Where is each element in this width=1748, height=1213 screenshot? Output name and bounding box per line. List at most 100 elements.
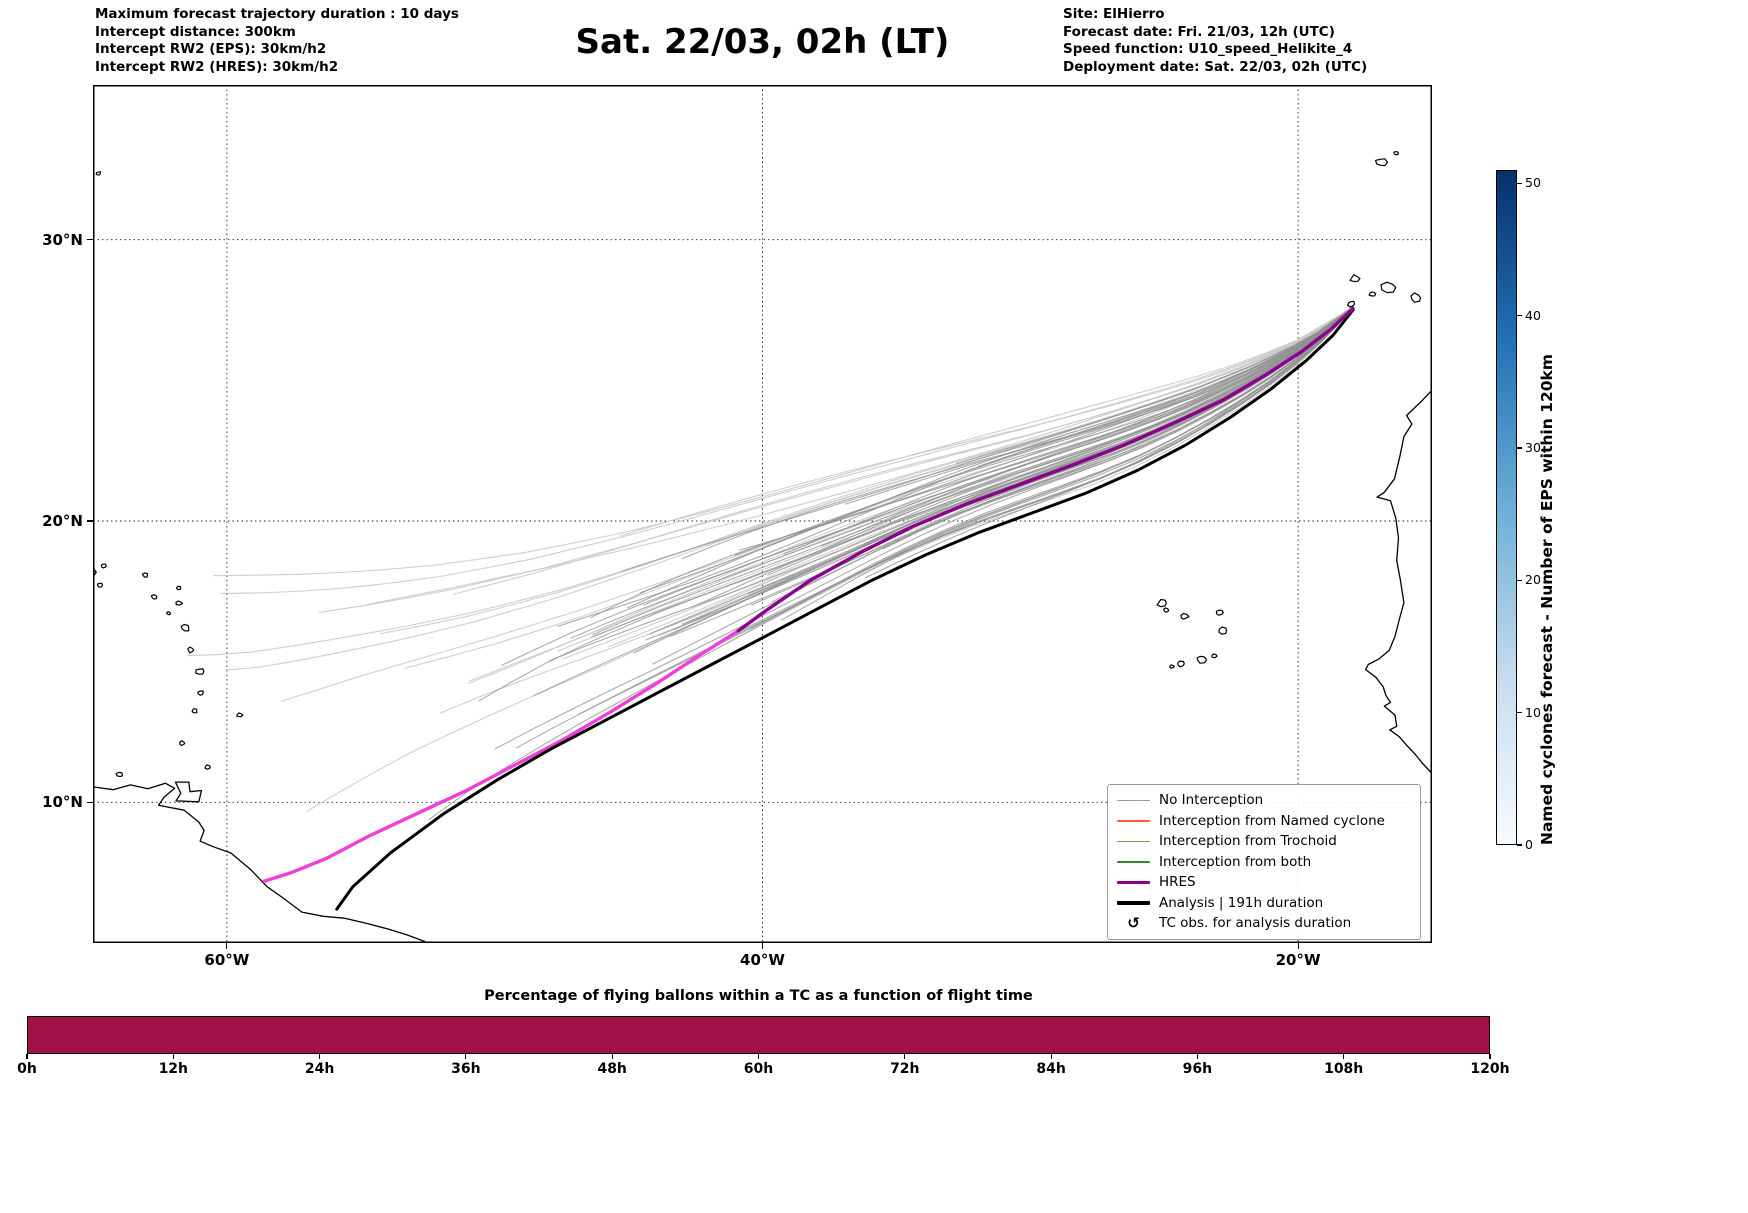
legend-item: Interception from both [1117,852,1411,873]
bar-x-tick [611,1054,613,1059]
island-sao-vicente [1163,607,1170,613]
header-left-line: Intercept RW2 (HRES): 30km/h2 [95,58,339,75]
legend-label: Interception from both [1159,853,1312,870]
magenta-trajectory [262,629,741,883]
bar-x-tick-label: 108h [1324,1061,1364,1077]
coastline-south-america [93,782,426,943]
page-title: Sat. 22/03, 02h (LT) [575,22,950,62]
eps-member [771,305,1354,603]
trajectory-map: No Interception Interception from Named c… [93,85,1432,943]
x-tick [226,943,228,949]
island-sal [1215,609,1224,616]
colorbar-tick [1517,182,1522,184]
colorbar-tick-label: 10 [1525,704,1541,720]
legend-label: Analysis | 191h duration [1159,894,1324,911]
island-tobago [204,764,211,770]
bar-x-tick [1196,1054,1198,1059]
island-st-martin [141,572,149,578]
map-frame [93,85,1432,943]
island-el-hierro [1347,300,1356,308]
legend-line-sample [1117,820,1150,822]
eps-member [494,305,1354,750]
eps-member [734,306,1354,556]
eps-member-light [607,305,1354,648]
colorbar-tick [1517,579,1522,581]
y-tick [87,239,93,241]
legend-item: HRES [1117,872,1411,893]
legend-label: TC obs. for analysis duration [1159,915,1352,932]
colorbar-tick-label: 50 [1525,175,1541,191]
bar-x-tick [465,1054,467,1059]
bar-x-tick-label: 60h [743,1061,774,1077]
island-virgin-islands [100,563,107,569]
bottom-chart-axes [27,1016,1490,1054]
y-tick-label: 10°N [42,793,83,812]
colorbar-tick [1517,844,1522,846]
eps-member [501,306,1354,666]
bar-x-tick-label: 120h [1470,1061,1510,1077]
percentage-bar [28,1017,1489,1053]
bar-x-tick-label: 24h [304,1061,335,1077]
bar-x-tick [757,1054,760,1059]
eps-member-light [318,306,1354,613]
island-grenada [179,740,186,747]
island-martinique [195,668,205,675]
y-tick-label: 20°N [42,512,83,531]
colorbar-tick-label: 20 [1525,572,1541,588]
header-left-block: Maximum forecast trajectory duration : 1… [95,6,459,76]
eps-member [515,305,1354,749]
header-right-line: Site: ElHierro [1063,6,1165,22]
legend-line-sample [1117,840,1150,842]
coastline-trinidad [174,781,203,803]
hres-trajectory [736,306,1355,633]
eps-member [648,306,1354,635]
header-right-line: Speed function: U10_speed_Helikite_4 [1063,41,1353,57]
eps-member [861,305,1354,572]
colorbar-gradient [1496,170,1517,845]
header-right-line: Deployment date: Sat. 22/03, 02h (UTC) [1063,58,1368,75]
bar-x-tick-label: 84h [1036,1061,1066,1077]
island-barbados [236,712,244,718]
island-madeira [1375,158,1389,167]
eps-member [750,305,1354,629]
eps-member [621,306,1354,572]
island-margarita [115,771,124,777]
map-canvas [93,85,1432,943]
header-left-line: Intercept RW2 (EPS): 30km/h2 [95,41,327,57]
header-right-line: Forecast date: Fri. 21/03, 12h (UTC) [1063,23,1335,40]
island-la-palma [1349,274,1361,283]
island-st-croix [97,582,104,588]
eps-member [478,306,1354,702]
legend-line-sample [1117,901,1150,905]
eps-member-light [650,305,1354,634]
island-tenerife [1380,281,1397,294]
x-tick-label: 60°W [204,951,250,969]
colorbar-tick [1517,447,1522,449]
legend-item: No Interception [1117,790,1411,811]
island-la-gomera [1368,291,1377,297]
bar-x-tick [26,1054,28,1059]
eps-member-light [213,306,1354,577]
bar-x-tick [1050,1054,1052,1059]
eps-member-light [186,306,1354,657]
island-maio [1211,653,1218,659]
eps-member-light [725,305,1354,645]
eps-member-light [468,305,1354,685]
legend-label: HRES [1159,874,1196,891]
eps-member-light [453,306,1354,595]
eps-member [639,306,1354,594]
island-antigua [175,600,183,606]
tc-obs-icon: ↺ [1127,913,1140,932]
bar-x-tick-label: 96h [1182,1061,1213,1077]
legend-item: Interception from Trochoid [1117,831,1411,852]
legend-line-sample [1117,861,1150,863]
eps-member [738,306,1354,551]
eps-member-light [620,306,1354,537]
eps-member [642,306,1354,606]
header-left-line: Maximum forecast trajectory duration : 1… [95,6,459,22]
x-tick [761,943,764,949]
island-fogo [1177,660,1185,668]
legend-label: Interception from Trochoid [1159,833,1337,850]
island-boa-vista [1218,626,1228,635]
eps-member-light [280,306,1354,702]
